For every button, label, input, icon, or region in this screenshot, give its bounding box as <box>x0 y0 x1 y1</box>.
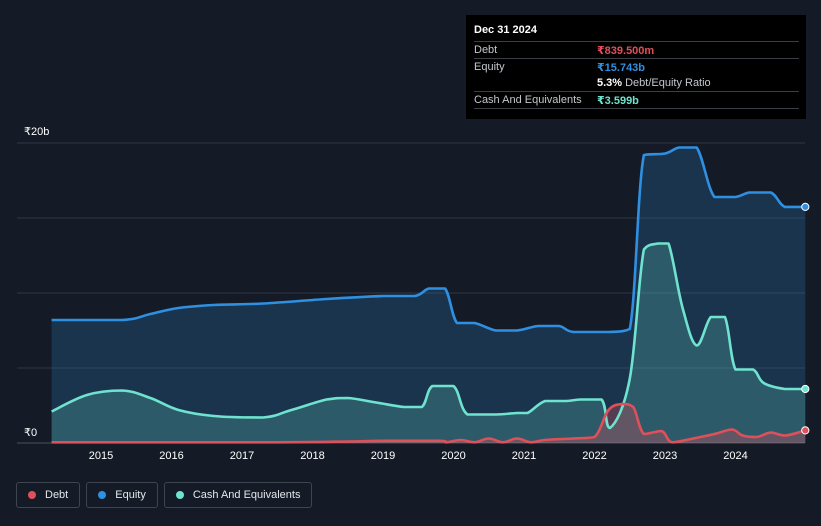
legend-label-cash: Cash And Equivalents <box>192 489 301 501</box>
series-areas <box>51 147 806 443</box>
series-lines <box>51 146 806 444</box>
cash-dot-icon <box>175 491 184 499</box>
equity-area <box>51 147 806 443</box>
cash-end-marker[interactable] <box>801 384 810 394</box>
tooltip-ratio-label: Debt/Equity Ratio <box>625 77 711 89</box>
debt-line <box>51 402 806 444</box>
tooltip-cash-value: ₹3.599b <box>597 94 639 107</box>
x-tick-label: 2020 <box>441 450 466 462</box>
equity-end-marker[interactable] <box>801 202 810 211</box>
equity-dot-icon <box>98 491 107 499</box>
tooltip-date: Dec 31 2024 <box>474 24 799 42</box>
x-tick-label: 2016 <box>159 450 184 462</box>
x-tick-label: 2024 <box>723 450 748 462</box>
data-tooltip: Dec 31 2024 Debt ₹839.500m Equity ₹15.74… <box>466 15 806 119</box>
debt-area <box>51 404 806 443</box>
y-tick-label-top: ₹20b <box>24 126 50 138</box>
debt-dot-icon <box>28 491 36 499</box>
x-tick-label: 2017 <box>229 450 255 462</box>
x-tick-label: 2023 <box>652 450 678 462</box>
tooltip-ratio-row: 5.3% Debt/Equity Ratio <box>474 75 799 92</box>
cash-line <box>51 242 806 430</box>
y-tick-label-zero: ₹0 <box>24 427 38 439</box>
end-markers <box>801 202 810 435</box>
x-tick-label: 2021 <box>511 450 537 462</box>
tooltip-equity-label: Equity <box>474 61 505 73</box>
tooltip-equity-row: Equity ₹15.743b <box>474 59 799 75</box>
legend-item-debt[interactable]: Debt <box>16 482 81 508</box>
tooltip-ratio-value: 5.3% <box>597 77 623 89</box>
legend-item-equity[interactable]: Equity <box>86 482 158 508</box>
tooltip-equity-value: ₹15.743b <box>597 61 646 74</box>
legend-label-equity: Equity <box>115 489 146 501</box>
equity-line <box>51 146 806 334</box>
x-tick-label: 2015 <box>88 450 114 462</box>
cash-area <box>51 243 806 443</box>
legend: Debt Equity Cash And Equivalents <box>16 482 314 508</box>
debt-end-marker[interactable] <box>801 426 810 435</box>
x-tick-label: 2019 <box>370 450 396 462</box>
tooltip-cash-label: Cash And Equivalents <box>474 94 582 106</box>
tooltip-cash-row: Cash And Equivalents ₹3.599b <box>474 92 799 109</box>
legend-item-cash[interactable]: Cash And Equivalents <box>163 482 313 508</box>
x-tick-label: 2022 <box>582 450 607 462</box>
legend-label-debt: Debt <box>45 489 69 501</box>
tooltip-debt-row: Debt ₹839.500m <box>474 42 799 59</box>
x-tick-label: 2018 <box>300 450 325 462</box>
tooltip-debt-value: ₹839.500m <box>597 44 655 57</box>
tooltip-debt-label: Debt <box>474 44 498 56</box>
